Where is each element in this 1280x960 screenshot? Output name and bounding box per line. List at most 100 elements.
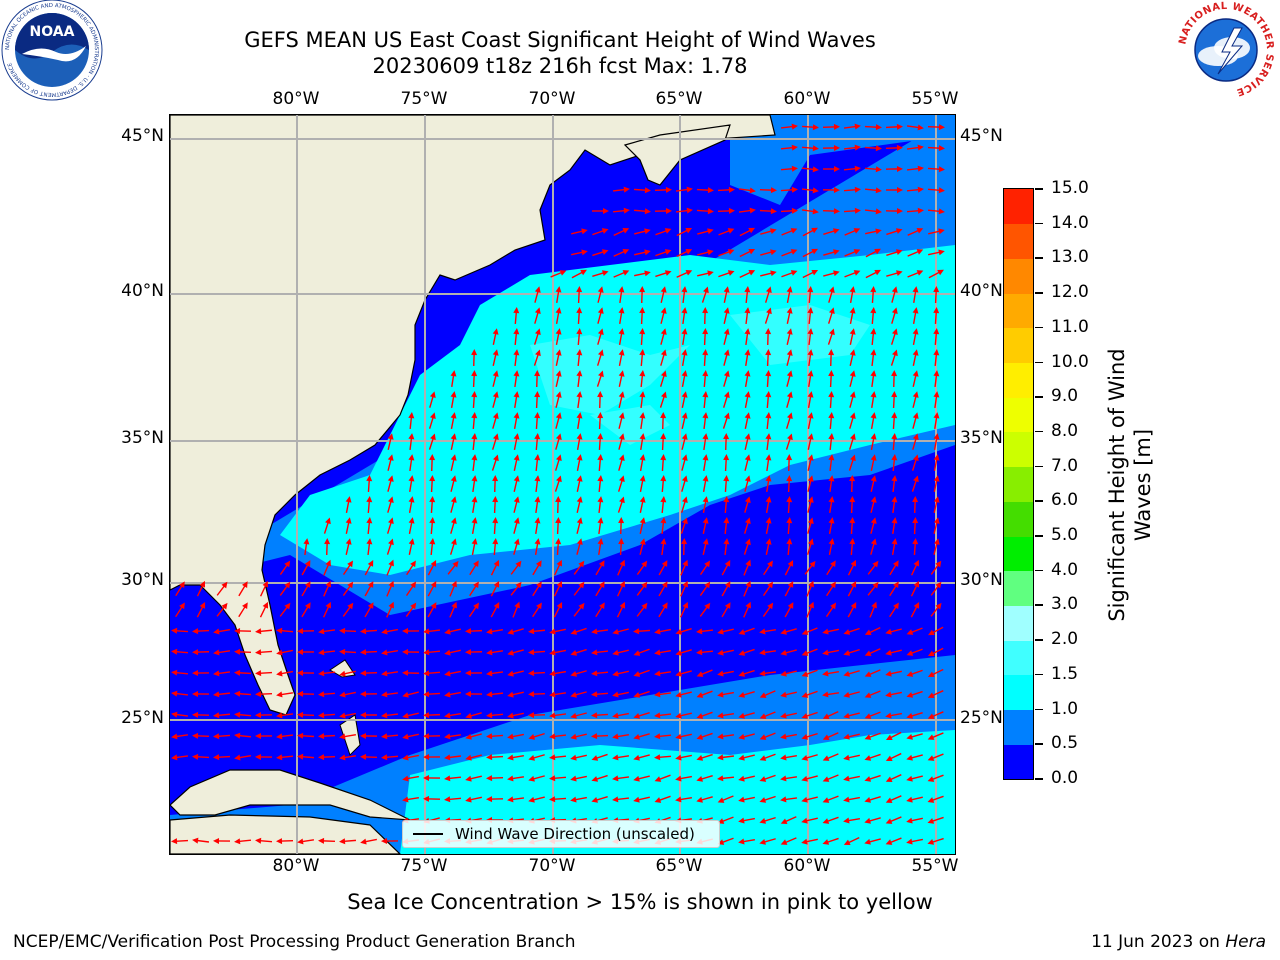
wave-direction-arrow [828,391,835,409]
colorbar-segment [1004,258,1033,294]
wave-direction-arrow [171,754,189,761]
wave-direction-arrow [864,817,881,824]
wave-direction-arrow [469,581,479,597]
wave-direction-arrow [738,691,755,698]
wave-direction-arrow [471,370,478,388]
wave-direction-arrow [738,817,755,824]
wave-direction-arrow [760,270,777,277]
wave-direction-arrow [429,475,436,493]
wave-direction-arrow [891,538,898,556]
wave-direction-arrow [912,349,919,366]
wave-direction-arrow [597,286,604,303]
wave-direction-arrow [760,228,777,235]
wave-direction-arrow [865,269,882,279]
wave-direction-arrow [786,328,793,345]
wave-direction-arrow [471,391,478,409]
wave-direction-arrow [933,454,940,471]
wave-direction-arrow [928,269,944,279]
wave-direction-arrow [849,286,856,304]
wave-direction-arrow [549,796,567,803]
wave-direction-arrow [360,628,378,635]
wave-direction-arrow [175,602,185,618]
wave-direction-arrow [864,124,882,131]
wave-direction-arrow [322,601,331,618]
wave-direction-arrow [801,817,818,824]
wave-direction-arrow [843,817,861,824]
wave-direction-arrow [528,670,546,677]
wave-direction-arrow [660,454,667,472]
wave-direction-arrow [780,123,798,130]
wave-direction-arrow [381,649,399,656]
wave-direction-arrow [891,307,898,324]
wave-direction-arrow [534,370,541,388]
wave-direction-arrow [450,496,457,513]
wave-direction-arrow [360,649,378,656]
wave-direction-arrow [738,627,755,635]
wave-direction-arrow [822,670,840,677]
wave-direction-arrow [702,307,709,325]
wave-direction-arrow [675,775,692,782]
wave-direction-arrow [765,475,772,493]
wave-direction-arrow [885,165,903,172]
wave-direction-arrow [906,669,923,677]
wave-direction-arrow [889,602,899,618]
wave-direction-arrow [297,669,315,676]
wave-direction-arrow [255,733,273,740]
wave-direction-arrow [681,370,688,387]
wave-direction-arrow [723,538,730,556]
wave-direction-arrow [387,475,394,492]
wave-direction-arrow [444,754,462,761]
wave-direction-arrow [696,669,713,677]
wave-direction-arrow [364,560,374,576]
wave-direction-arrow [723,517,730,535]
wave-direction-arrow [927,208,945,215]
wave-direction-arrow [318,628,336,635]
wave-direction-arrow [639,307,646,325]
wave-direction-arrow [471,517,478,535]
wave-direction-arrow [492,412,499,429]
wave-direction-arrow [699,602,711,617]
wave-direction-arrow [528,796,545,803]
wave-direction-arrow [864,711,881,719]
wave-direction-arrow [702,391,709,409]
wave-direction-arrow [570,648,587,656]
wave-direction-arrow [402,648,420,655]
wave-direction-arrow [555,349,562,366]
wave-direction-arrow [633,648,650,656]
wave-direction-arrow [911,475,919,492]
wave-direction-arrow [675,627,692,635]
wave-direction-arrow [196,601,206,618]
wave-direction-arrow [933,496,940,513]
wave-direction-arrow [595,581,605,597]
wave-direction-arrow [612,754,630,761]
wave-direction-arrow [297,711,315,718]
wave-direction-arrow [759,670,777,677]
colorbar-tick [1035,569,1043,572]
wave-direction-arrow [828,454,835,472]
wave-direction-arrow [592,270,609,278]
wave-direction-arrow [639,475,646,492]
wave-direction-arrow [910,601,920,618]
wave-direction-arrow [386,538,394,555]
wave-direction-arrow [406,560,416,576]
wave-direction-arrow [618,538,625,556]
wave-direction-arrow [387,496,394,513]
wave-direction-arrow [555,412,562,429]
wave-direction-arrow [807,349,814,367]
wave-direction-arrow [618,286,625,304]
wave-direction-arrow [549,670,567,677]
wave-direction-arrow [555,286,562,304]
wave-direction-arrow [444,733,462,740]
wave-direction-arrow [234,732,252,739]
wave-direction-arrow [660,328,667,345]
wave-direction-arrow [660,517,667,535]
wave-direction-arrow [886,249,903,257]
wave-direction-arrow [843,796,860,803]
wave-direction-arrow [696,732,713,740]
wave-direction-arrow [612,796,630,803]
wave-direction-arrow [765,517,772,534]
wave-direction-arrow [658,560,668,576]
wave-direction-arrow [801,669,818,677]
wave-direction-arrow [259,601,269,618]
wave-direction-arrow [738,733,755,740]
